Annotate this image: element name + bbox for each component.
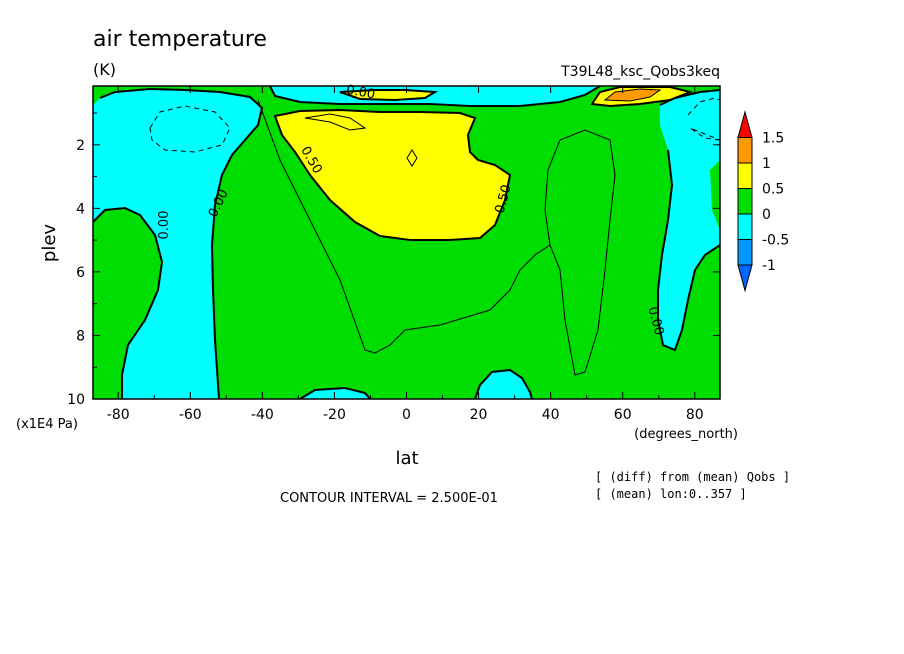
colorbar-segment xyxy=(737,137,753,164)
contour-nh-orange xyxy=(603,88,662,102)
fill-nh-green-edge xyxy=(710,160,720,230)
colorbar-segment xyxy=(737,188,753,215)
x-axis-label: lat xyxy=(395,448,418,469)
contour-strat-yellow xyxy=(339,89,439,102)
contour-label-strat: 0.00 xyxy=(345,83,376,103)
colorbar-label: 1 xyxy=(762,156,771,172)
chart-title: air temperature xyxy=(93,27,267,52)
contour-strat xyxy=(269,86,601,107)
contour-lines xyxy=(93,86,720,399)
fill-strat-yellow xyxy=(340,90,435,100)
contour-label-half-nh: 0.50 xyxy=(493,183,515,215)
contour-surface-left xyxy=(299,386,371,399)
note-line-1: [ (diff) from (mean) Qobs ] xyxy=(595,470,790,484)
y-axis-label: plev xyxy=(39,224,60,263)
x-tick-label: -80 xyxy=(107,407,130,423)
y-tick-label: 10 xyxy=(67,392,85,408)
contour-nh-yellow xyxy=(590,86,694,108)
contour-surface xyxy=(474,368,533,399)
contour-label-sh-inner: 0.00 xyxy=(157,211,172,240)
fill-nh-cyan xyxy=(658,90,720,350)
y-axis-units: (x1E4 Pa) xyxy=(16,417,78,432)
y-tick-label: 6 xyxy=(76,265,85,281)
contour-zero-nh xyxy=(659,89,720,106)
colorbar: 1.5 1 0.5 0 -0.5 -1 xyxy=(737,110,789,293)
contour-small-diamond xyxy=(406,149,418,167)
x-tick-label: 80 xyxy=(686,407,704,423)
colorbar-segment xyxy=(737,239,753,266)
fill-surface-cyan xyxy=(475,370,532,399)
y-tick-label: 8 xyxy=(76,328,85,344)
contour-labels: 0.00 0.00 0.00 0.00 0.50 0.50 xyxy=(157,83,666,337)
contour-neg-sh-dashed xyxy=(149,105,231,153)
colorbar-segment xyxy=(737,162,753,189)
x-tick-label: 60 xyxy=(614,407,632,423)
colorbar-label: -1 xyxy=(762,258,776,274)
contour-zero-nh-2 xyxy=(657,149,720,352)
colorbar-label: 0 xyxy=(762,207,771,223)
contour-label-nh: 0.00 xyxy=(644,305,666,337)
colorbar-top-arrow xyxy=(737,110,753,138)
y-axis: 2 4 6 8 10 xyxy=(67,112,720,408)
x-tick-label: -60 xyxy=(179,407,202,423)
x-tick-label: -20 xyxy=(323,407,346,423)
colorbar-label: 1.5 xyxy=(762,131,784,147)
x-tick-label: 0 xyxy=(402,407,411,423)
x-tick-label: -40 xyxy=(251,407,274,423)
contour-zero-sh-inner xyxy=(93,206,164,399)
colorbar-label: -0.5 xyxy=(762,233,789,249)
note-line-2: [ (mean) lon:0..357 ] xyxy=(595,487,747,501)
x-axis: -80 -60 -40 -20 0 20 40 60 80 xyxy=(107,86,704,423)
contour-interval: CONTOUR INTERVAL = 2.500E-01 xyxy=(280,491,498,506)
colorbar-label: 0.5 xyxy=(762,182,784,198)
fill-tropical-yellow xyxy=(275,110,510,240)
colorbar-bottom-arrow xyxy=(737,264,753,293)
contour-fills xyxy=(93,86,720,399)
contour-neg-nh-dashed xyxy=(687,97,720,141)
x-tick-label: 20 xyxy=(470,407,488,423)
contour-thin-tropics xyxy=(257,99,616,376)
contour-half-tropics xyxy=(273,108,512,241)
x-tick-label: 40 xyxy=(542,407,560,423)
experiment-label: T39L48_ksc_Qobs3keq xyxy=(560,64,720,80)
contour-zero-sh xyxy=(99,87,264,399)
fill-sh-green-tongue xyxy=(93,208,162,399)
units-label: (K) xyxy=(93,60,116,79)
colorbar-segment xyxy=(737,213,753,240)
contour-small-peak xyxy=(304,113,367,131)
x-axis-units: (degrees_north) xyxy=(634,427,738,442)
y-tick-label: 2 xyxy=(76,138,85,154)
y-tick-label: 4 xyxy=(76,201,85,217)
